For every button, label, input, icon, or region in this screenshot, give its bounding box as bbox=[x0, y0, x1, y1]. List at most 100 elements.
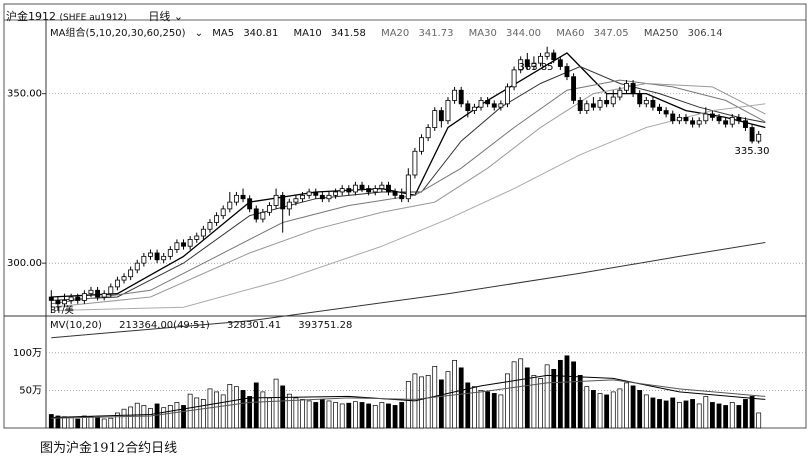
volume-bar bbox=[339, 403, 345, 429]
symbol-name: 沪金1912 bbox=[6, 10, 56, 23]
candle-body bbox=[207, 222, 213, 230]
ma-group-label[interactable]: MA组合(5,10,20,30,60,250) bbox=[50, 28, 186, 39]
candle-body bbox=[227, 201, 233, 210]
volume-bar bbox=[280, 385, 286, 429]
ma10-line bbox=[51, 65, 766, 301]
low-annotation: 335.30 bbox=[735, 146, 770, 157]
symbol-code: (SHFE au1912) bbox=[59, 13, 127, 23]
candle-body bbox=[676, 116, 682, 122]
volume-bar bbox=[366, 403, 372, 429]
candle-body bbox=[445, 100, 451, 122]
candle-body bbox=[670, 113, 676, 122]
candle-body bbox=[657, 106, 662, 111]
price-tick-label: 300.00 bbox=[7, 258, 42, 269]
candle-body bbox=[313, 191, 319, 196]
candle-body bbox=[703, 113, 709, 122]
volume-bar bbox=[386, 403, 391, 429]
volume-bar bbox=[121, 408, 127, 429]
volume-bar bbox=[326, 400, 332, 429]
volume-bar bbox=[690, 399, 695, 429]
ma60-legend: MA60 347.05 bbox=[556, 28, 629, 39]
candle-body bbox=[280, 194, 286, 210]
volume-bar bbox=[306, 400, 312, 429]
candle-body bbox=[181, 242, 186, 247]
candle-body bbox=[121, 276, 127, 281]
volume-bar bbox=[181, 405, 186, 429]
mv-group-label[interactable]: MV(10,20) bbox=[50, 320, 102, 331]
ma10-legend: MA10 341.58 bbox=[293, 28, 366, 39]
candle-body bbox=[114, 279, 120, 288]
volume-bar bbox=[240, 390, 246, 429]
candle-body bbox=[286, 201, 292, 210]
volume-bar bbox=[174, 402, 180, 429]
candle-body bbox=[458, 89, 464, 105]
volume-bar bbox=[68, 417, 74, 429]
candle-body bbox=[167, 249, 173, 257]
candle-body bbox=[564, 66, 570, 78]
corner-label: BT/美 bbox=[50, 304, 74, 316]
ma250-legend: MA250 306.14 bbox=[643, 28, 723, 39]
volume-bar bbox=[498, 394, 504, 429]
candle-body bbox=[326, 194, 332, 200]
volume-bar bbox=[128, 406, 134, 429]
volume-bar bbox=[716, 403, 722, 429]
candle-body bbox=[419, 137, 424, 152]
candle-body bbox=[339, 188, 345, 193]
candle-body bbox=[478, 100, 484, 108]
candle-body bbox=[709, 113, 715, 118]
candle-body bbox=[531, 62, 537, 67]
volume-bar bbox=[703, 396, 709, 429]
price-tick-label: 350.00 bbox=[7, 89, 42, 100]
ma250-line bbox=[51, 242, 766, 339]
candle-body bbox=[306, 191, 312, 196]
candle-body bbox=[604, 100, 610, 105]
ma-legend-chevron-icon[interactable]: ⌄ bbox=[194, 28, 204, 39]
candle-body bbox=[624, 83, 629, 91]
candle-body bbox=[452, 89, 458, 101]
period-selector[interactable]: 日线 ⌄ bbox=[148, 10, 183, 23]
volume-bar bbox=[425, 375, 431, 429]
volume-bar bbox=[485, 391, 491, 429]
volume-bar bbox=[134, 402, 140, 429]
candle-body bbox=[379, 184, 385, 189]
candle-body bbox=[551, 52, 557, 61]
candle-body bbox=[161, 255, 167, 261]
candle-body bbox=[432, 110, 438, 128]
candle-body bbox=[174, 242, 180, 250]
volume-bar bbox=[95, 417, 100, 429]
volume-bar bbox=[538, 378, 543, 429]
candle-body bbox=[240, 194, 246, 200]
chart-frame: 350.00 300.00 100万 50万 363.85 335.30 BT/美 bbox=[0, 0, 810, 430]
volume-bar bbox=[300, 399, 305, 429]
volume-bar bbox=[670, 397, 676, 429]
volume-bar bbox=[148, 408, 153, 429]
volume-legend: MV(10,20) 213364.00(49:51) 328301.41 393… bbox=[50, 320, 366, 331]
candle-body bbox=[471, 106, 477, 111]
candle-body bbox=[729, 116, 735, 125]
title-bar: 沪金1912 (SHFE au1912) 日线 ⌄ bbox=[6, 8, 183, 24]
kline-chart[interactable]: 350.00 300.00 100万 50万 363.85 335.30 BT/美 bbox=[0, 0, 810, 430]
volume-bar bbox=[710, 402, 715, 429]
mv10-line bbox=[51, 374, 766, 418]
candle-body bbox=[597, 100, 603, 108]
volume-bar bbox=[472, 386, 477, 429]
volume-bar bbox=[154, 403, 160, 429]
mv-value-1: 213364.00(49:51) bbox=[119, 320, 210, 331]
candle-body bbox=[577, 100, 583, 111]
volume-bar bbox=[478, 390, 484, 429]
candle-body bbox=[48, 296, 54, 301]
candle-body bbox=[260, 211, 266, 220]
volume-bar bbox=[273, 378, 279, 429]
volume-bar bbox=[756, 412, 762, 429]
mv-value-3: 393751.28 bbox=[298, 320, 353, 331]
candle-body bbox=[372, 188, 378, 193]
volume-bar bbox=[346, 402, 352, 429]
mv20-line bbox=[51, 379, 766, 419]
mv-value-2: 328301.41 bbox=[226, 320, 282, 331]
volume-bar bbox=[584, 386, 590, 429]
candle-body bbox=[55, 300, 61, 305]
candle-body bbox=[141, 255, 147, 264]
high-annotation: 363.85 bbox=[519, 62, 554, 73]
volume-bar bbox=[372, 405, 378, 429]
volume-bar bbox=[75, 418, 81, 429]
